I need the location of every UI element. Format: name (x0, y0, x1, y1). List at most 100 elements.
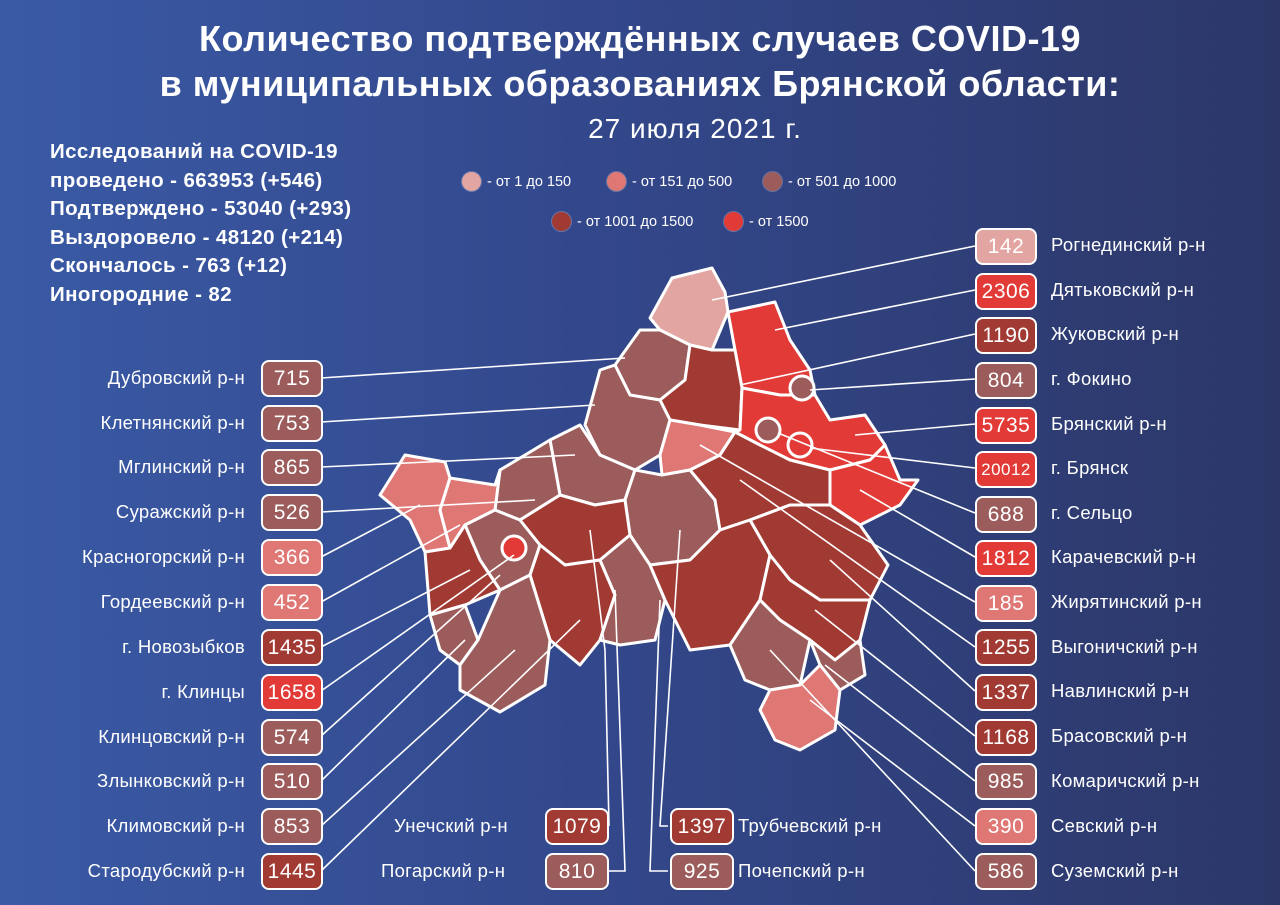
region-name: Суражский р-н (115, 501, 245, 522)
region-name: г. Клинцы (161, 681, 245, 702)
legend-label: - от 151 до 500 (632, 173, 733, 190)
region-count-badge: 753 (261, 405, 323, 442)
leader-line (809, 699, 976, 827)
region-count-badge: 1658 (261, 674, 323, 711)
leader-line (809, 447, 976, 469)
region-count-badge: 586 (975, 853, 1037, 890)
legend-item: - от 501 до 1000 (763, 172, 896, 191)
region-name: Рогнединский р-н (1051, 234, 1206, 255)
region-name: Стародубский р-н (87, 860, 245, 881)
leader-line (320, 569, 471, 648)
legend-label: - от 1500 (749, 213, 809, 230)
region-name: Навлинский р-н (1051, 680, 1190, 701)
region-count-badge: 185 (975, 585, 1037, 622)
region-name: Клетнянский р-н (100, 412, 245, 433)
region-name: Брянский р-н (1051, 413, 1167, 434)
region-count-badge: 526 (261, 494, 323, 531)
region-count-badge: 2306 (975, 273, 1037, 310)
region-count-badge: 1435 (261, 629, 323, 666)
leader-line (774, 289, 976, 331)
leader-line (711, 245, 976, 301)
leader-line (320, 454, 576, 468)
region-name: Почепский р-н (738, 860, 865, 881)
legend-dot (763, 172, 782, 191)
region-name: Суземский р-н (1051, 860, 1179, 881)
report-date: 27 июля 2021 г. (588, 113, 802, 144)
legend-item: - от 1 до 150 (462, 172, 571, 191)
leader-line (809, 378, 976, 391)
leader-line (320, 554, 515, 692)
region-name: г. Фокино (1051, 368, 1132, 389)
legend-item: - от 1500 (724, 212, 809, 231)
region-count-badge: 20012 (975, 451, 1037, 488)
region-count-badge: 574 (261, 719, 323, 756)
region-count-badge: 452 (261, 584, 323, 621)
region-count-badge: 1079 (545, 808, 609, 845)
leader-line (824, 664, 976, 782)
region-count-badge: 390 (975, 808, 1037, 845)
region-count-badge: 804 (975, 362, 1037, 399)
leader-line (609, 589, 626, 872)
leader-line (699, 444, 976, 603)
region-name: Погарский р-н (381, 860, 506, 881)
legend-dot (552, 212, 571, 231)
stat-line: Выздоровело - 48120 (+214) (50, 225, 344, 249)
region-name: г. Новозыбков (122, 636, 245, 657)
leader-line (649, 599, 668, 872)
leader-line (320, 504, 421, 558)
region-name: Карачевский р-н (1051, 546, 1197, 567)
legend-item: - от 1001 до 1500 (552, 212, 693, 231)
region-name: Дятьковский р-н (1051, 279, 1195, 300)
legend-dot (724, 212, 743, 231)
map-region-klimovo (458, 573, 552, 714)
legend-dot (607, 172, 626, 191)
region-name: Жирятинский р-н (1051, 591, 1202, 612)
region-name: Брасовский р-н (1051, 725, 1188, 746)
leader-line (739, 479, 976, 648)
leader-line (320, 357, 626, 379)
legend-label: - от 501 до 1000 (788, 173, 897, 190)
title-line-2: в муниципальных образованиях Брянской об… (159, 63, 1121, 104)
region-count-badge: 925 (670, 853, 734, 890)
title-line-1: Количество подтверждённых случаев COVID-… (199, 18, 1081, 59)
region-name: Жуковский р-н (1051, 323, 1180, 344)
leader-line (659, 529, 681, 827)
leader-line (589, 529, 610, 827)
region-name: Выгоничский р-н (1051, 636, 1198, 657)
leader-line (320, 639, 466, 782)
region-name: г. Брянск (1051, 457, 1129, 478)
summary-stats: Исследований на COVID-19 проведено - 663… (50, 138, 351, 309)
leader-line (769, 649, 976, 872)
leader-line (320, 619, 581, 872)
map-region-krasnaya-gora (378, 453, 452, 554)
legend-dot (462, 172, 481, 191)
region-name: Трубчевский р-н (738, 815, 882, 836)
map-marker-fokino (788, 374, 816, 402)
region-count-badge: 1445 (261, 853, 323, 890)
leader-line (320, 649, 516, 827)
stat-line: Скончалось - 763 (+12) (50, 254, 288, 277)
region-count-badge: 366 (261, 539, 323, 576)
stat-line: Подтверждено - 53040 (+293) (50, 197, 352, 220)
region-count-badge: 810 (545, 853, 609, 890)
map-marker-klintsy (500, 534, 528, 562)
legend-label: - от 1 до 150 (487, 173, 572, 190)
leader-line (320, 404, 596, 423)
map-region-sevsk (758, 663, 842, 752)
legend-label: - от 1001 до 1500 (577, 213, 694, 230)
region-count-badge: 985 (975, 763, 1037, 800)
region-count-badge: 5735 (975, 407, 1037, 444)
leader-line (320, 574, 501, 737)
legend-item: - от 151 до 500 (607, 172, 732, 191)
leader-line (829, 559, 976, 692)
region-name: Дубровский р-н (107, 367, 245, 388)
stat-line: Иногородние - 82 (50, 282, 233, 306)
region-count-badge: 1812 (975, 540, 1037, 577)
map-region-suzemka (728, 598, 812, 692)
stat-line: Исследований на COVID-19 (50, 140, 338, 163)
region-count-badge: 853 (261, 808, 323, 845)
region-count-badge: 510 (261, 763, 323, 800)
region-name: Злынковский р-н (96, 770, 245, 791)
region-count-badge: 142 (975, 228, 1037, 265)
